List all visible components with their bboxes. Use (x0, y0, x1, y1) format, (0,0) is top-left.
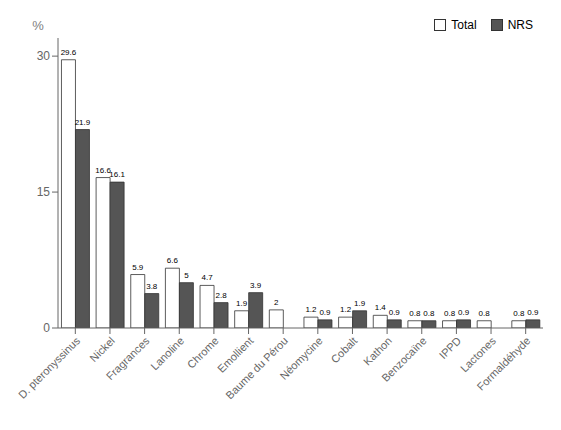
svg-text:0.9: 0.9 (458, 308, 470, 317)
svg-text:%: % (32, 18, 44, 33)
svg-text:Kathon: Kathon (361, 334, 394, 367)
svg-text:1.4: 1.4 (375, 303, 387, 312)
svg-text:16.6: 16.6 (95, 165, 111, 175)
svg-text:0.9: 0.9 (319, 308, 331, 317)
svg-text:30: 30 (37, 49, 51, 63)
svg-text:0.8: 0.8 (409, 309, 421, 318)
svg-text:Nickel: Nickel (87, 334, 117, 364)
svg-text:4.7: 4.7 (201, 273, 213, 282)
svg-text:0.8: 0.8 (444, 309, 456, 318)
html-text:Total: Total (451, 18, 477, 32)
svg-text:0.8: 0.8 (479, 309, 491, 318)
svg-text:Néomycine: Néomycine (277, 334, 324, 381)
svg-text:1.9: 1.9 (354, 299, 366, 308)
svg-text:Lanoline: Lanoline (148, 334, 186, 372)
svg-text:IPPD: IPPD (437, 334, 464, 361)
svg-text:Lactones: Lactones (457, 334, 498, 375)
svg-text:0.8: 0.8 (423, 309, 435, 318)
svg-text:Fragrances: Fragrances (104, 334, 152, 382)
svg-text:15: 15 (37, 185, 51, 199)
svg-text:Baume du Pérou: Baume du Pérou (223, 334, 290, 401)
svg-text:0: 0 (43, 321, 50, 335)
svg-text:Chrome: Chrome (184, 334, 221, 371)
svg-text:16.1: 16.1 (109, 170, 125, 179)
svg-text:Benzocaïne: Benzocaïne (379, 334, 429, 384)
svg-text:Emollient: Emollient (215, 334, 256, 375)
svg-text:1.2: 1.2 (305, 305, 317, 314)
svg-text:21.9: 21.9 (75, 118, 91, 127)
svg-text:2: 2 (274, 298, 279, 307)
svg-text:5: 5 (184, 271, 189, 280)
html-text:NRS: NRS (507, 18, 533, 32)
svg-text:Formaldéhyde: Formaldéhyde (474, 334, 532, 392)
svg-text:1.2: 1.2 (340, 305, 352, 314)
svg-text:2.8: 2.8 (215, 291, 227, 300)
svg-text:0.9: 0.9 (389, 308, 401, 317)
svg-text:1.9: 1.9 (236, 299, 248, 308)
svg-text:D. pteronyssinus: D. pteronyssinus (16, 334, 83, 401)
svg-text:0.9: 0.9 (527, 308, 539, 317)
svg-text:0.8: 0.8 (513, 309, 525, 318)
svg-text:Cobalt: Cobalt (328, 334, 359, 365)
svg-text:3.9: 3.9 (250, 281, 262, 290)
svg-text:29.6: 29.6 (61, 48, 77, 57)
svg-text:5.9: 5.9 (132, 263, 144, 272)
svg-text:6.6: 6.6 (167, 256, 179, 265)
svg-text:3.8: 3.8 (146, 282, 158, 291)
